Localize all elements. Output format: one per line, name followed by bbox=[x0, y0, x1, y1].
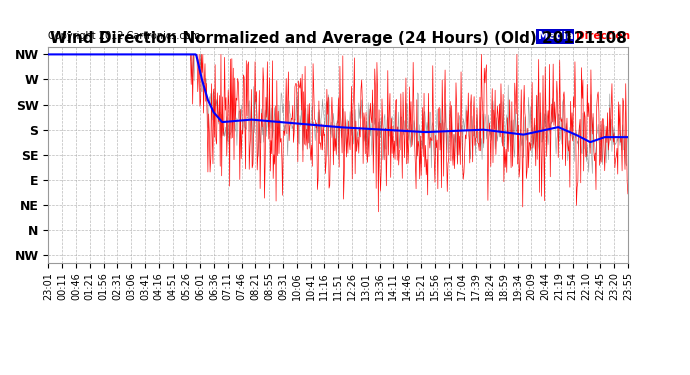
Text: Copyright 2012 Cartronics.com: Copyright 2012 Cartronics.com bbox=[48, 32, 200, 42]
Text: Median: Median bbox=[538, 32, 581, 42]
Text: Direction: Direction bbox=[575, 32, 630, 42]
Title: Wind Direction Normalized and Average (24 Hours) (Old) 20121108: Wind Direction Normalized and Average (2… bbox=[50, 31, 627, 46]
